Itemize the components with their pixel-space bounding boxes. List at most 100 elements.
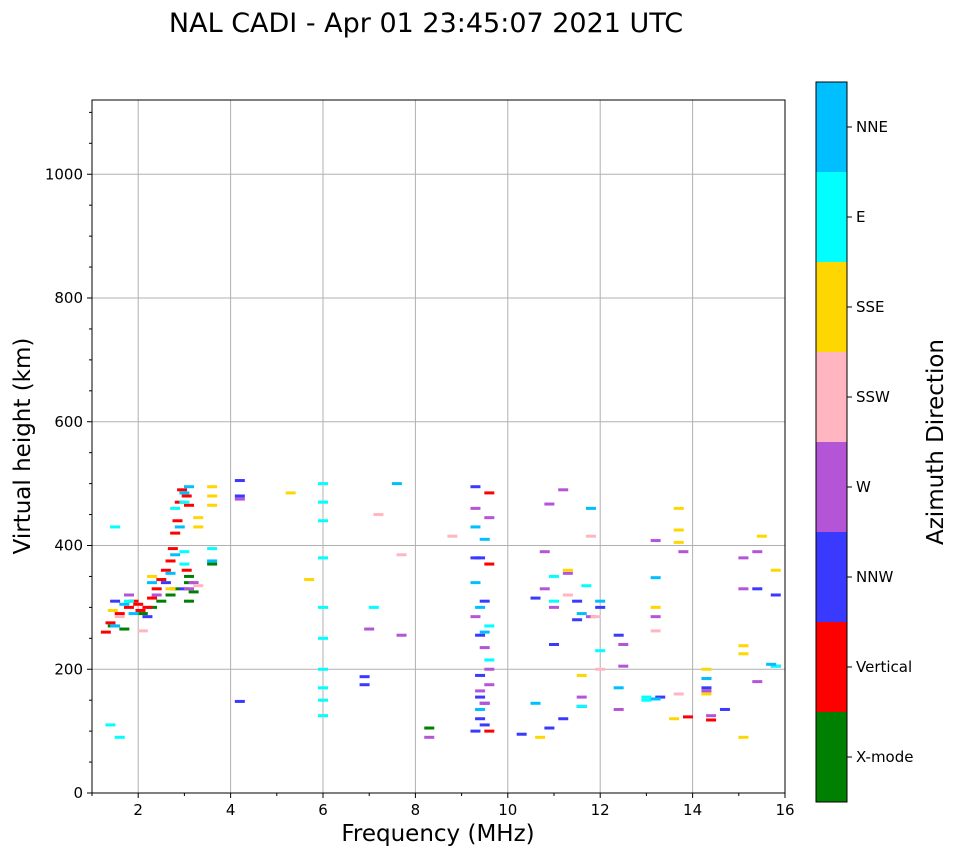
echo-point-nnw [475,695,486,699]
echo-point-nnw [655,695,666,699]
colorbar-frame [815,81,848,803]
echo-point-e [318,519,328,523]
echo-point-vertical [181,494,192,498]
echo-point-nne [479,537,490,541]
echo-point-e [595,649,606,653]
echo-point-w [576,695,587,699]
echo-point-x-mode [207,562,218,566]
colorbar-swatch-sse [816,262,847,352]
echo-point-ssw [673,692,684,696]
echo-point-ssw [585,534,596,538]
echo-point-nnw [475,633,486,637]
echo-point-sse [147,574,158,578]
colorbar-swatch-nnw [816,532,847,622]
echo-point-x-mode [184,599,195,603]
colorbar-label: Azimuth Direction [923,339,949,545]
echo-point-w [752,550,763,554]
echo-point-nne [174,525,185,529]
echo-point-e [368,605,379,609]
echo-point-nnw [142,615,153,619]
echo-point-sse [576,673,587,677]
echo-point-w [396,633,407,637]
echo-point-sse [562,568,573,572]
echo-point-ssw [373,513,384,517]
echo-point-e [318,686,328,690]
echo-point-vertical [181,568,192,572]
echo-point-w [650,615,661,619]
echo-point-w [738,556,749,560]
echo-point-nnw [752,587,763,591]
echo-point-e [318,714,328,718]
y-tick-label: 0 [73,784,83,802]
echo-point-nne [650,576,661,580]
echo-point-w [544,502,555,506]
echo-point-vertical [151,587,162,591]
echo-point-nnw [595,605,606,609]
colorbar-label-x-mode: X-mode [856,748,913,766]
echo-point-sse [285,491,296,495]
colorbar-label-ssw: SSW [856,388,890,406]
echo-point-nnw [516,732,527,736]
echo-point-w [484,683,495,687]
colorbar: X-mode Vertical NNW W SSW SSE E NNE [815,81,913,803]
echo-point-vertical [114,612,125,616]
echo-point-w [475,689,486,693]
echo-point-e [179,562,190,566]
x-axis-ticks: 2 4 6 8 10 12 14 16 [91,793,795,819]
echo-point-nne [179,491,190,495]
echo-point-nnw [160,581,171,585]
echo-point-sse [770,568,781,572]
y-tick-label: 200 [54,660,83,678]
echo-point-nne [165,571,176,575]
echo-point-w [650,539,661,543]
echo-point-nne [110,624,121,628]
echo-point-w [151,593,162,597]
echo-point-e [318,482,328,486]
echo-point-nnw [530,596,541,600]
echo-point-x-mode [188,590,199,594]
echo-point-ssw [396,553,407,557]
echo-point-vertical [172,519,183,523]
echo-point-x-mode [165,593,176,597]
colorbar-label-w: W [856,478,871,496]
echo-point-nne [470,525,481,529]
echo-point-w [618,643,629,646]
echo-point-ssw [590,615,601,619]
echo-point-e [484,624,495,628]
echo-point-e [770,664,781,668]
echo-point-vertical [484,562,495,566]
echo-point-nnw [544,726,555,730]
y-tick-label: 800 [54,289,83,307]
echo-point-vertical [682,715,693,719]
echo-point-nne [184,485,195,489]
echo-point-sse [756,534,767,538]
echo-point-ssw [447,534,458,538]
echo-point-nne [147,581,158,585]
echo-point-vertical [133,602,144,606]
echo-point-vertical [177,488,188,492]
echo-point-w [484,516,495,520]
echo-point-nnw [719,707,730,711]
echo-point-w [484,667,495,671]
echo-point-nne [766,662,777,666]
echo-point-nne [470,581,481,585]
x-tick-label: 16 [775,801,794,819]
echo-point-sse [107,608,118,612]
echo-point-vertical [100,630,111,634]
echo-point-sse [738,644,749,648]
echo-point-nne [170,553,181,557]
echo-point-ssw [114,615,125,619]
echo-point-sse [673,528,684,532]
echo-point-ssw [562,593,573,597]
echo-point-sse [650,605,661,609]
echo-point-e [179,550,190,554]
echo-point-vertical [484,729,495,733]
echo-point-nnw [475,673,486,677]
echo-point-vertical [147,596,158,600]
colorbar-swatch-ssw [816,352,847,442]
x-tick-label: 10 [498,801,517,819]
colorbar-label-nnw: NNW [856,568,893,586]
echo-point-x-mode [424,726,435,730]
echo-point-w [539,550,550,554]
